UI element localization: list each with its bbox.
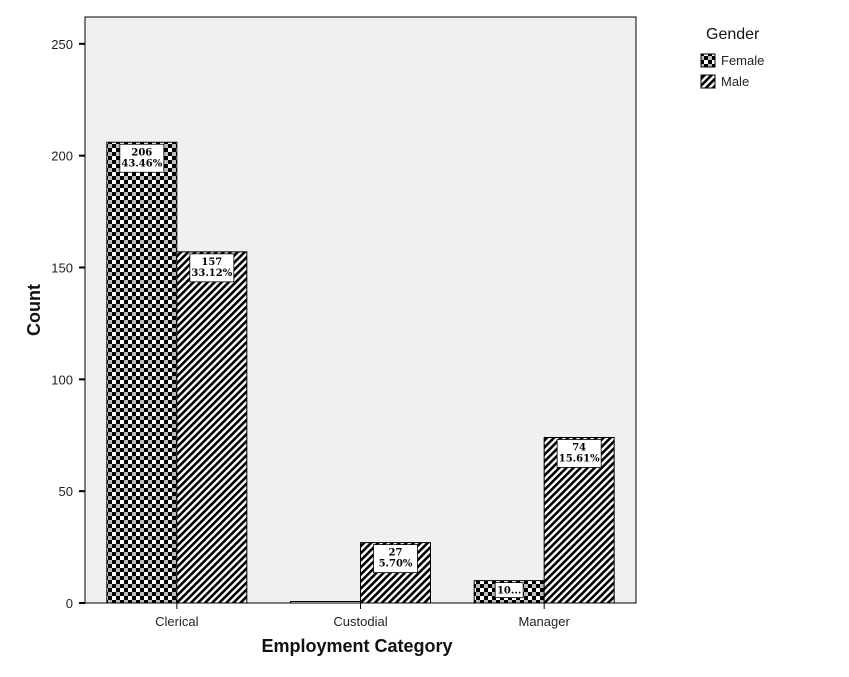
y-axis: 0 50 100 150 200 250 [51, 37, 85, 611]
bar-female-clerical [106, 141, 178, 604]
y-tick-label: 100 [51, 372, 73, 387]
data-label: 33.12% [191, 268, 232, 279]
x-tick-label: Manager [519, 614, 571, 629]
bar-female-custodial [290, 601, 361, 604]
y-tick-label: 200 [51, 149, 73, 164]
data-label: 74 [572, 442, 586, 453]
data-label-box [556, 439, 602, 468]
x-tick-label: Clerical [155, 614, 198, 629]
data-label: 27 [389, 548, 403, 559]
legend-label-male: Male [721, 74, 749, 89]
data-label-box [189, 253, 235, 283]
y-tick-label: 150 [51, 261, 73, 276]
data-label: 43.46% [121, 158, 162, 169]
legend-title: Gender [706, 26, 760, 43]
bars [106, 141, 615, 604]
legend: Gender Female Male [700, 26, 764, 89]
data-label: 15.61% [559, 453, 600, 464]
y-tick-label: 0 [66, 596, 73, 611]
data-label-box [119, 143, 165, 173]
legend-label-female: Female [721, 53, 764, 68]
y-tick-label: 50 [59, 484, 73, 499]
y-axis-title: Count [24, 284, 44, 336]
legend-swatch-female [700, 53, 716, 68]
x-axis-title: Employment Category [261, 636, 452, 656]
data-label: 10... [497, 586, 521, 597]
x-axis: Clerical Custodial Manager [155, 603, 570, 629]
y-tick-label: 250 [51, 37, 73, 52]
data-label-box [494, 582, 524, 599]
data-label: 206 [131, 147, 152, 158]
data-label: 5.70% [379, 559, 413, 570]
data-label: 157 [201, 257, 222, 268]
x-tick-label: Custodial [333, 614, 387, 629]
bar-male-clerical [176, 251, 248, 604]
data-label-box [373, 544, 418, 574]
legend-swatch-male [700, 74, 716, 89]
